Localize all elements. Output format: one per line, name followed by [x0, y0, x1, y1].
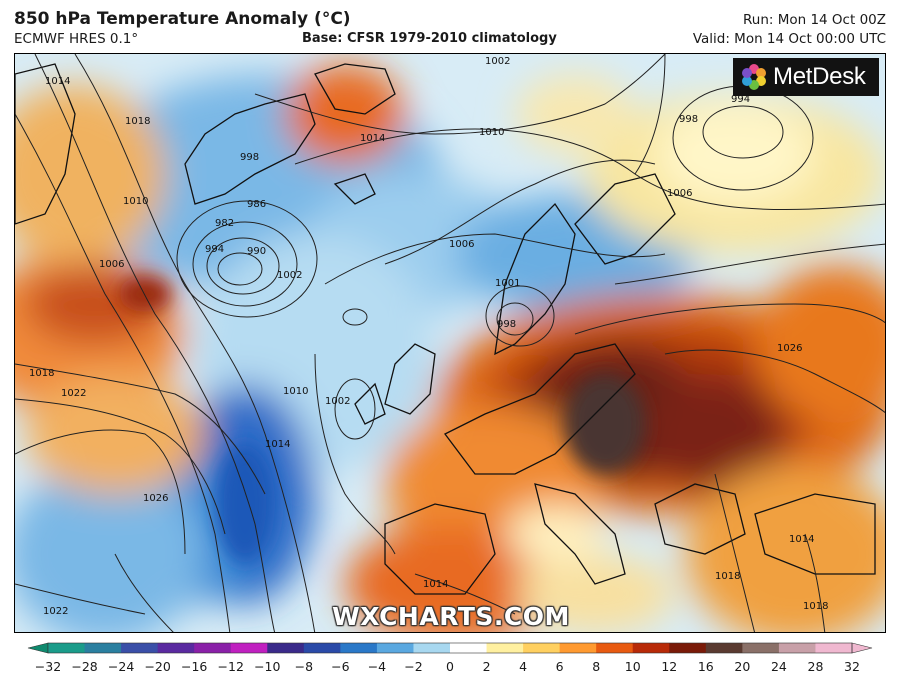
isobar-label: 1026	[777, 343, 802, 354]
colorbar-segment	[48, 643, 86, 653]
run-time: Run: Mon 14 Oct 00Z	[742, 12, 886, 28]
colorbar-tick-label: −2	[404, 659, 422, 674]
colorbar-segment	[376, 643, 414, 653]
isobar-label: 1001	[495, 278, 520, 289]
isobar-label: 1010	[123, 196, 148, 207]
isobar-label: 1018	[803, 601, 828, 612]
colorbar-segment	[267, 643, 305, 653]
colorbar-tick-label: 32	[844, 659, 860, 674]
isobar-label: 1002	[485, 56, 510, 67]
colorbar-segment	[486, 643, 524, 653]
colorbar-segment	[450, 643, 488, 653]
colorbar: −32 −28 −24 −20 −16 −12 −10 −8 −6 −4 −2 0 2 4 6 8 10 12 16…	[27, 642, 873, 674]
colorbar-segments	[27, 642, 873, 654]
isobar-label: 1006	[449, 239, 474, 250]
isobar-label: 986	[247, 199, 266, 210]
isobar-label: 1018	[715, 571, 740, 582]
isobar-label: 998	[679, 114, 698, 125]
isobar-label: 994	[205, 244, 224, 255]
colorbar-segment	[523, 643, 561, 653]
colorbar-tick-label: 0	[446, 659, 454, 674]
colorbar-segment	[669, 643, 707, 653]
isobar-label: 1002	[277, 270, 302, 281]
colorbar-tick-label: −12	[218, 659, 244, 674]
isobar-label: 994	[731, 94, 750, 105]
colorbar-segment	[121, 643, 159, 653]
colorbar-tick-label: −6	[331, 659, 349, 674]
metdesk-flower-icon	[742, 64, 766, 90]
colorbar-tick-label: −4	[368, 659, 386, 674]
colorbar-tick-label: 8	[592, 659, 600, 674]
climatology-base: Base: CFSR 1979-2010 climatology	[302, 31, 557, 46]
colorbar-tick-label: −24	[108, 659, 134, 674]
colorbar-tick-label: −28	[71, 659, 97, 674]
isobar-label: 982	[215, 218, 234, 229]
colorbar-tick-label: 2	[483, 659, 491, 674]
colorbar-segment	[778, 643, 816, 653]
colorbar-tick-label: 12	[661, 659, 677, 674]
isobar-label: 1014	[360, 133, 385, 144]
wxcharts-watermark: WXCHARTS.COM	[332, 602, 570, 631]
map-canvas: 1014 1018 1010 998 986 982 990 994 1006 …	[15, 54, 885, 632]
metdesk-logo: MetDesk	[733, 58, 879, 96]
colorbar-labels: −32 −28 −24 −20 −16 −12 −10 −8 −6 −4 −2 0 2 4 6 8 10 12 16…	[35, 659, 860, 674]
isobar-label: 1018	[125, 116, 150, 127]
colorbar-tick-label: −20	[144, 659, 170, 674]
colorbar-segment	[230, 643, 268, 653]
isobar-label: 1002	[325, 396, 350, 407]
colorbar-arrow-high	[851, 642, 873, 654]
colorbar-segment	[340, 643, 378, 653]
colorbar-segment	[742, 643, 780, 653]
colorbar-tick-label: 6	[556, 659, 564, 674]
colorbar-segment	[194, 643, 232, 653]
isobar-label: 1006	[667, 188, 692, 199]
colorbar-tick-label: 4	[519, 659, 527, 674]
isobar-label: 1006	[99, 259, 124, 270]
isobar-label: 1018	[29, 368, 54, 379]
colorbar-segment	[632, 643, 670, 653]
colorbar-tick-label: −32	[35, 659, 61, 674]
isobar-label: 1022	[61, 388, 86, 399]
colorbar-segment	[303, 643, 341, 653]
isobar-label: 1014	[423, 579, 448, 590]
colorbar-tick-label: 28	[808, 659, 824, 674]
colorbar-segment	[559, 643, 597, 653]
colorbar-tick-label: 16	[698, 659, 714, 674]
isobar-label: 1014	[265, 439, 290, 450]
isobar-label: 998	[240, 152, 259, 163]
isobar-label: 990	[247, 246, 266, 257]
colorbar-tick-label: 24	[771, 659, 787, 674]
isobars	[15, 54, 885, 632]
colorbar-segment	[413, 643, 451, 653]
anomaly-map[interactable]: 1014 1018 1010 998 986 982 990 994 1006 …	[14, 53, 886, 633]
colorbar-tick-label: −10	[254, 659, 280, 674]
isobar-labels: 1014 1018 1010 998 986 982 990 994 1006 …	[29, 56, 828, 617]
isobar-label: 1014	[45, 76, 70, 87]
colorbar-segment	[815, 643, 853, 653]
isobar-label: 1022	[43, 606, 68, 617]
colorbar-tick-label: 20	[734, 659, 750, 674]
colorbar-tick-label: −8	[295, 659, 313, 674]
chart-title: 850 hPa Temperature Anomaly (°C)	[14, 9, 351, 29]
colorbar-segment	[157, 643, 195, 653]
valid-time: Valid: Mon 14 Oct 00:00 UTC	[692, 31, 886, 47]
colorbar-segment	[84, 643, 122, 653]
colorbar-tick-label: −16	[181, 659, 207, 674]
metdesk-logo-text: MetDesk	[773, 63, 866, 90]
isobar-label: 1026	[143, 493, 168, 504]
model-name: ECMWF HRES 0.1°	[14, 31, 139, 47]
colorbar-arrow-low	[27, 642, 49, 654]
colorbar-segment	[705, 643, 743, 653]
colorbar-tick-label: 10	[625, 659, 641, 674]
anomaly-field	[15, 64, 885, 632]
coastlines	[15, 63, 876, 595]
colorbar-frame	[47, 642, 853, 654]
colorbar-segment	[596, 643, 634, 653]
isobar-label: 998	[497, 319, 516, 330]
isobar-label: 1010	[479, 127, 504, 138]
isobar-label: 1014	[789, 534, 814, 545]
isobar-label: 1010	[283, 386, 308, 397]
